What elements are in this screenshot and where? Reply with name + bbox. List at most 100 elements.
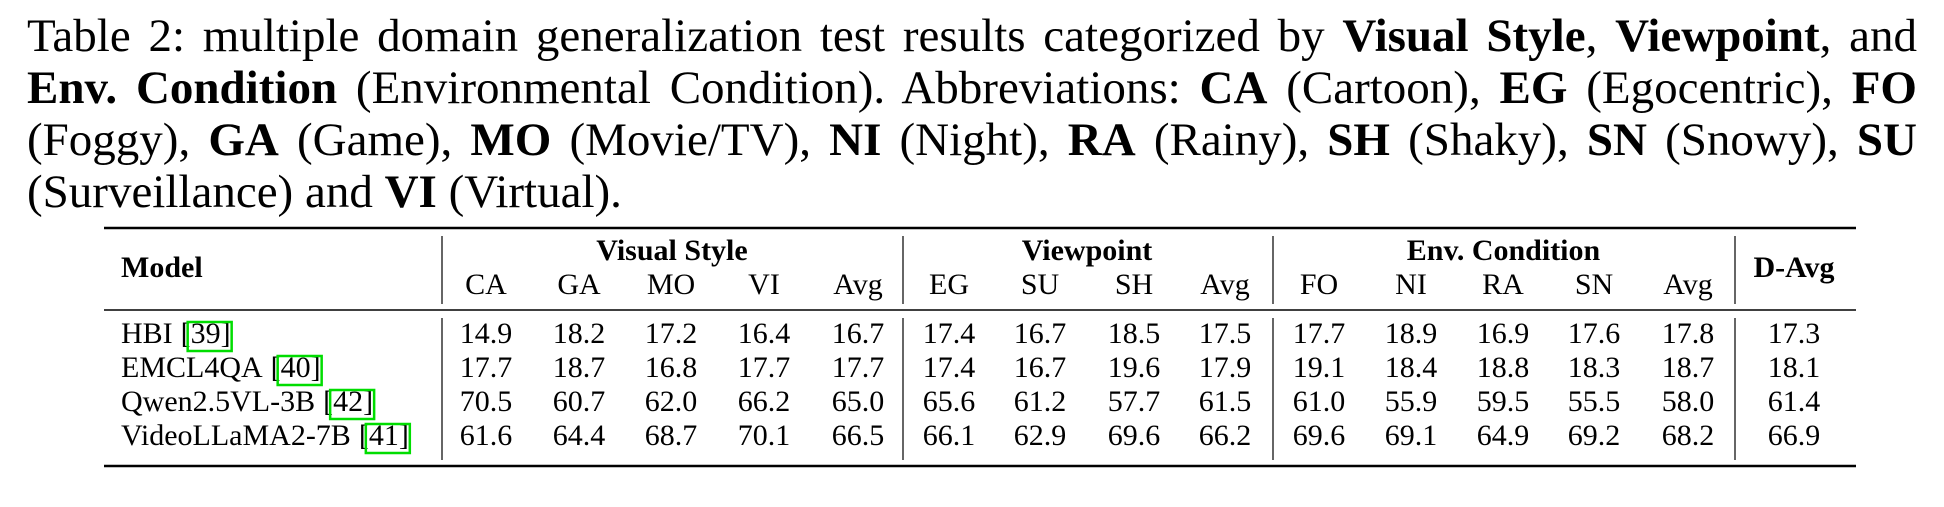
citation-box	[186, 320, 233, 353]
column-header: EG	[929, 268, 969, 301]
cell: 17.4	[923, 351, 976, 384]
cell: 66.2	[738, 385, 791, 418]
caption-run: VI	[384, 166, 437, 218]
caption-run: Visual Style	[1342, 10, 1586, 62]
caption-run: (Snowy),	[1646, 114, 1857, 166]
cell: 69.1	[1385, 419, 1438, 452]
caption-run: GA	[208, 114, 279, 166]
cell: 69.6	[1108, 419, 1161, 452]
model-name: Qwen2.5VL-3B	[121, 385, 315, 418]
model-name: EMCL4QA	[121, 351, 263, 384]
cell: 70.1	[738, 419, 791, 452]
caption-run: (Egocentric),	[1567, 62, 1852, 114]
citation-box	[364, 422, 412, 455]
cell: 66.2	[1199, 419, 1252, 452]
cell: 59.5	[1477, 385, 1530, 418]
citation-box	[276, 354, 323, 387]
caption-run: (Movie/TV),	[551, 114, 830, 166]
cell: 16.7	[1014, 351, 1067, 384]
cell: 61.4	[1768, 385, 1821, 418]
column-header: MO	[647, 268, 695, 301]
cell: 61.6	[460, 419, 513, 452]
citation-box	[328, 388, 376, 421]
caption-run: (Foggy),	[27, 114, 209, 166]
column-header: VI	[748, 268, 780, 301]
caption-run: MO	[470, 114, 552, 166]
column-header: Avg	[1200, 268, 1249, 301]
column-header: SH	[1115, 268, 1153, 301]
cell: 16.9	[1477, 317, 1530, 350]
column-header: SN	[1575, 268, 1613, 301]
cell: 61.2	[1014, 385, 1067, 418]
cell: 70.5	[460, 385, 513, 418]
cell: 64.9	[1477, 419, 1530, 452]
cell: 57.7	[1108, 385, 1161, 418]
caption-run: (Night),	[881, 114, 1068, 166]
group-header: Viewpoint	[1022, 234, 1153, 267]
caption-run: (Virtual).	[436, 166, 622, 218]
caption-run: FO	[1851, 62, 1917, 114]
cell: 17.5	[1199, 317, 1252, 350]
caption-run: (Cartoon),	[1267, 62, 1500, 114]
column-header: FO	[1300, 268, 1338, 301]
column-header: SU	[1021, 268, 1060, 301]
caption-run: (Environmental Condition). Abbreviations…	[337, 62, 1200, 114]
column-header: Avg	[1663, 268, 1712, 301]
cell: 17.7	[832, 351, 885, 384]
cell: 18.7	[553, 351, 606, 384]
cell: 68.2	[1662, 419, 1715, 452]
cell: 17.4	[923, 317, 976, 350]
group-header: Env. Condition	[1407, 234, 1601, 267]
cell: 16.8	[645, 351, 698, 384]
caption-run: SU	[1856, 114, 1917, 166]
cell: 17.6	[1568, 317, 1621, 350]
cell: 55.9	[1385, 385, 1438, 418]
column-header: CA	[465, 268, 507, 301]
caption-run: EG	[1499, 62, 1568, 114]
cell: 69.2	[1568, 419, 1621, 452]
header-cell: D-Avg	[1753, 251, 1834, 284]
cell: 58.0	[1662, 385, 1715, 418]
cell: 14.9	[460, 317, 513, 350]
caption-run: (Shaky),	[1390, 114, 1587, 166]
cell: 17.2	[645, 317, 698, 350]
caption-run: (Rainy),	[1135, 114, 1328, 166]
cell: 19.1	[1293, 351, 1346, 384]
cell: 69.6	[1293, 419, 1346, 452]
cell: 16.4	[738, 317, 791, 350]
cell: 17.3	[1768, 317, 1821, 350]
cell: 18.3	[1568, 351, 1621, 384]
caption-run: SN	[1586, 114, 1647, 166]
cell: 65.0	[832, 385, 885, 418]
cell: 17.8	[1662, 317, 1715, 350]
caption-run: ,	[1585, 10, 1616, 62]
column-header: RA	[1482, 268, 1524, 301]
cell: 19.6	[1108, 351, 1161, 384]
cell: 18.1	[1768, 351, 1821, 384]
cell: 68.7	[645, 419, 698, 452]
caption-run: RA	[1067, 114, 1136, 166]
cell: 66.9	[1768, 419, 1821, 452]
cell: 64.4	[553, 419, 606, 452]
group-header: Visual Style	[596, 234, 747, 267]
cell: 16.7	[832, 317, 885, 350]
header-cell: Model	[121, 251, 203, 284]
caption-run: SH	[1327, 114, 1390, 166]
cell: 65.6	[923, 385, 976, 418]
model-name: VideoLLaMA2-7B	[121, 419, 351, 452]
cell: 17.9	[1199, 351, 1252, 384]
cell: 62.0	[645, 385, 698, 418]
caption-run: NI	[829, 114, 882, 166]
caption-run: , and	[1819, 10, 1917, 62]
cell: 17.7	[460, 351, 513, 384]
cell: 18.8	[1477, 351, 1530, 384]
caption: Table 2: multiple domain generalization …	[27, 10, 1917, 218]
caption-run: Env. Condition	[27, 62, 338, 114]
cell: 60.7	[553, 385, 606, 418]
caption-run: Viewpoint	[1615, 10, 1820, 62]
cell: 66.5	[832, 419, 885, 452]
cell: 66.1	[923, 419, 976, 452]
cell: 18.2	[553, 317, 606, 350]
